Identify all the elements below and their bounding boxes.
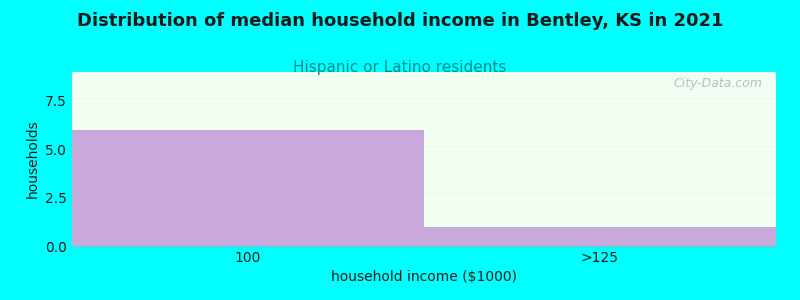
Text: Hispanic or Latino residents: Hispanic or Latino residents — [294, 60, 506, 75]
Text: City-Data.com: City-Data.com — [673, 77, 762, 90]
Text: Distribution of median household income in Bentley, KS in 2021: Distribution of median household income … — [77, 12, 723, 30]
X-axis label: household income ($1000): household income ($1000) — [331, 270, 517, 284]
Bar — [72, 130, 424, 246]
Bar — [424, 227, 776, 246]
Y-axis label: households: households — [26, 120, 40, 198]
